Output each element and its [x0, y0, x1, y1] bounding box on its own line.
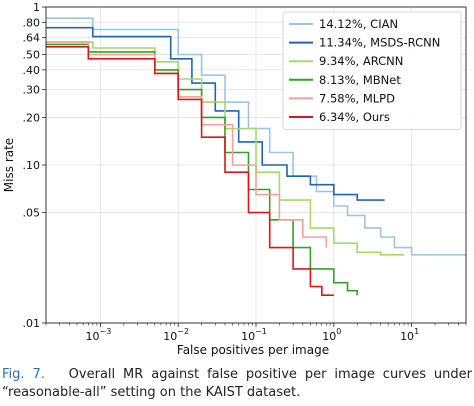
y-tick-label: .30 [23, 84, 41, 97]
y-tick-label: 1 [33, 1, 40, 14]
y-axis-label: Miss rate [2, 138, 16, 192]
y-tick-label: .50 [23, 49, 41, 62]
legend-label: 7.58%, MLPD [319, 91, 395, 105]
legend-label: 8.13%, MBNet [319, 73, 401, 87]
chart: .80 .64 .50 .40 .30 .20 .10 .05 .01 1 10−3 10−2 10−1… [2, 1, 467, 357]
caption-text: Overall MR against false positive per im… [2, 367, 472, 400]
legend-label: 9.34%, ARCNN [319, 54, 403, 68]
x-axis-label: False positives per image [177, 343, 329, 357]
x-tick-label: 10−2 [163, 327, 189, 343]
y-tick-label: .40 [23, 64, 41, 77]
legend-box [282, 11, 462, 130]
axes: .80 .64 .50 .40 .30 .20 .10 .05 .01 1 10−3 10−2 10−1… [23, 1, 467, 343]
x-tick-label: 100 [322, 327, 341, 343]
legend-label: 14.12%, CIAN [319, 17, 398, 31]
series-line-6 [46, 46, 334, 296]
figure-label: Fig. 7. [2, 367, 45, 382]
plot-frame [45, 6, 467, 324]
series-line-4 [46, 43, 358, 296]
figure-caption: Fig. 7. Overall MR against false positiv… [2, 366, 472, 402]
series-group [46, 17, 466, 296]
x-tick-label: 101 [400, 327, 419, 343]
y-tick-label: .05 [23, 207, 41, 220]
y-tick-label: .64 [23, 32, 41, 45]
y-tick-label: .20 [23, 111, 41, 124]
x-tick-label: 10−1 [241, 327, 267, 343]
y-tick-label: .80 [23, 16, 41, 29]
y-tick-label: .01 [23, 317, 41, 330]
series-line-3 [46, 41, 405, 256]
y-tick-label: .10 [23, 159, 41, 172]
series-line-2 [46, 26, 385, 201]
legend: 14.12%, CIAN 11.34%, MSDS-RCNN 9.34%, ARCN… [282, 11, 462, 130]
legend-label: 6.34%, Ours [319, 110, 390, 124]
legend-label: 11.34%, MSDS-RCNN [319, 36, 440, 50]
x-tick-label: 10−3 [85, 327, 111, 343]
